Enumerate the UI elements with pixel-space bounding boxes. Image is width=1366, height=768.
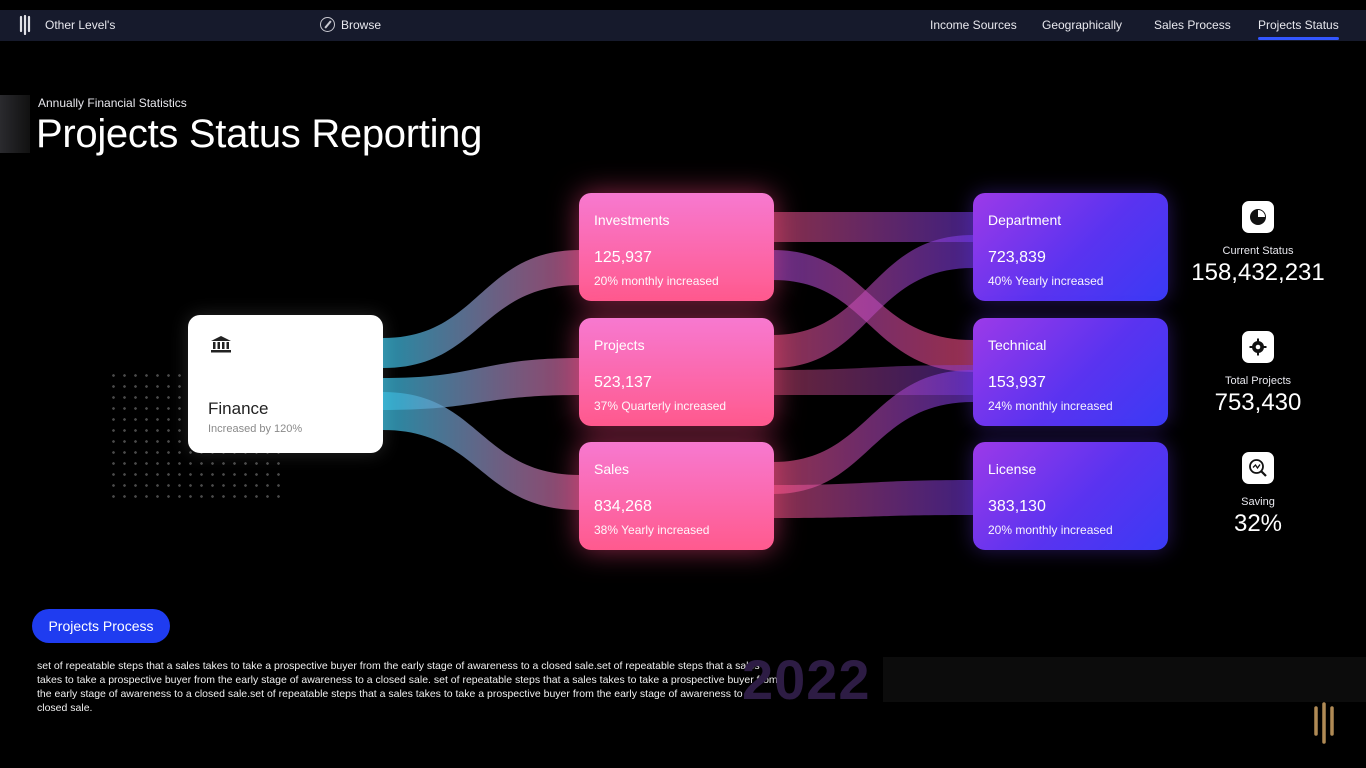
compass-icon: [320, 17, 335, 32]
brand-name[interactable]: Other Level's: [45, 18, 116, 32]
tab-geographically[interactable]: Geographically: [1042, 18, 1123, 32]
card-desc: 20% monthly increased: [594, 274, 719, 288]
license-card[interactable]: License 383,130 20% monthly increased: [973, 442, 1168, 550]
projects-card[interactable]: Projects 523,137 37% Quarterly increased: [579, 318, 774, 426]
card-value: 834,268: [594, 498, 652, 515]
flow-sales-technical: [773, 370, 973, 494]
card-desc: 37% Quarterly increased: [594, 399, 727, 413]
page-title: Projects Status Reporting: [36, 112, 483, 156]
browse-label: Browse: [341, 17, 382, 32]
card-desc: 38% Yearly increased: [594, 523, 710, 537]
brand-logo-icon[interactable]: [17, 15, 33, 35]
process-description: set of repeatable steps that a sales tak…: [37, 660, 778, 714]
finance-name: Finance: [208, 399, 269, 418]
card-value: 723,839: [988, 249, 1046, 266]
department-card[interactable]: Department 723,839 40% Yearly increased: [973, 193, 1168, 301]
top-bar: Other Level's Browse Income Sources Geog…: [0, 10, 1366, 41]
gear-icon[interactable]: [1242, 331, 1274, 363]
card-label: Technical: [988, 337, 1047, 353]
card-label: Projects: [594, 337, 645, 353]
stat-value: 753,430: [1214, 389, 1302, 416]
card-value: 383,130: [988, 498, 1046, 515]
stat-value: 32%: [1233, 510, 1283, 537]
tab-projects-status[interactable]: Projects Status: [1258, 18, 1339, 40]
corner-logo-icon: [1314, 702, 1334, 744]
card-desc: 40% Yearly increased: [988, 274, 1104, 288]
card-label: Investments: [594, 212, 670, 228]
flow-projects-department: [773, 235, 973, 368]
magnifier-chart-icon[interactable]: [1242, 452, 1274, 484]
card-desc: 20% monthly increased: [988, 523, 1113, 537]
stat-label: Current Status: [1222, 245, 1294, 257]
flow-sales-license: [773, 480, 973, 518]
card-value: 153,937: [988, 374, 1046, 391]
stat-value: 158,432,231: [1191, 259, 1325, 286]
browse-link[interactable]: Browse: [320, 17, 381, 32]
flow-finance-sales: [383, 392, 580, 510]
side-tab-marker: [0, 95, 30, 153]
flow-investments-department: [773, 212, 973, 242]
pie-chart-icon[interactable]: [1242, 201, 1274, 233]
stat-label: Saving: [1241, 496, 1275, 508]
flow-finance-projects: [383, 358, 580, 410]
stat-total-projects: Total Projects 753,430: [1183, 331, 1333, 417]
tab-income-sources[interactable]: Income Sources: [930, 18, 1017, 32]
page-subtitle: Annually Financial Statistics: [38, 96, 187, 110]
stat-saving: Saving 32%: [1183, 452, 1333, 538]
technical-card[interactable]: Technical 153,937 24% monthly increased: [973, 318, 1168, 426]
stat-label: Total Projects: [1224, 375, 1292, 387]
sales-card[interactable]: Sales 834,268 38% Yearly increased: [579, 442, 774, 550]
card-label: Department: [988, 212, 1062, 228]
projects-process-button[interactable]: Projects Process: [32, 609, 170, 643]
tab-sales-process[interactable]: Sales Process: [1154, 18, 1231, 32]
finance-card[interactable]: Finance Increased by 120%: [188, 315, 383, 453]
card-label: Sales: [594, 461, 630, 477]
card-desc: 24% monthly increased: [988, 399, 1113, 413]
investments-card[interactable]: Investments 125,937 20% monthly increase…: [579, 193, 774, 301]
card-label: License: [988, 461, 1037, 477]
year-bar: [883, 657, 1366, 702]
bank-icon: [211, 336, 231, 353]
finance-subtext: Increased by 120%: [208, 423, 303, 435]
year-watermark: 2022: [742, 648, 871, 711]
card-value: 523,137: [594, 374, 652, 391]
stat-current-status: Current Status 158,432,231: [1183, 201, 1333, 287]
card-value: 125,937: [594, 249, 652, 266]
flow-finance-investments: [383, 250, 580, 368]
